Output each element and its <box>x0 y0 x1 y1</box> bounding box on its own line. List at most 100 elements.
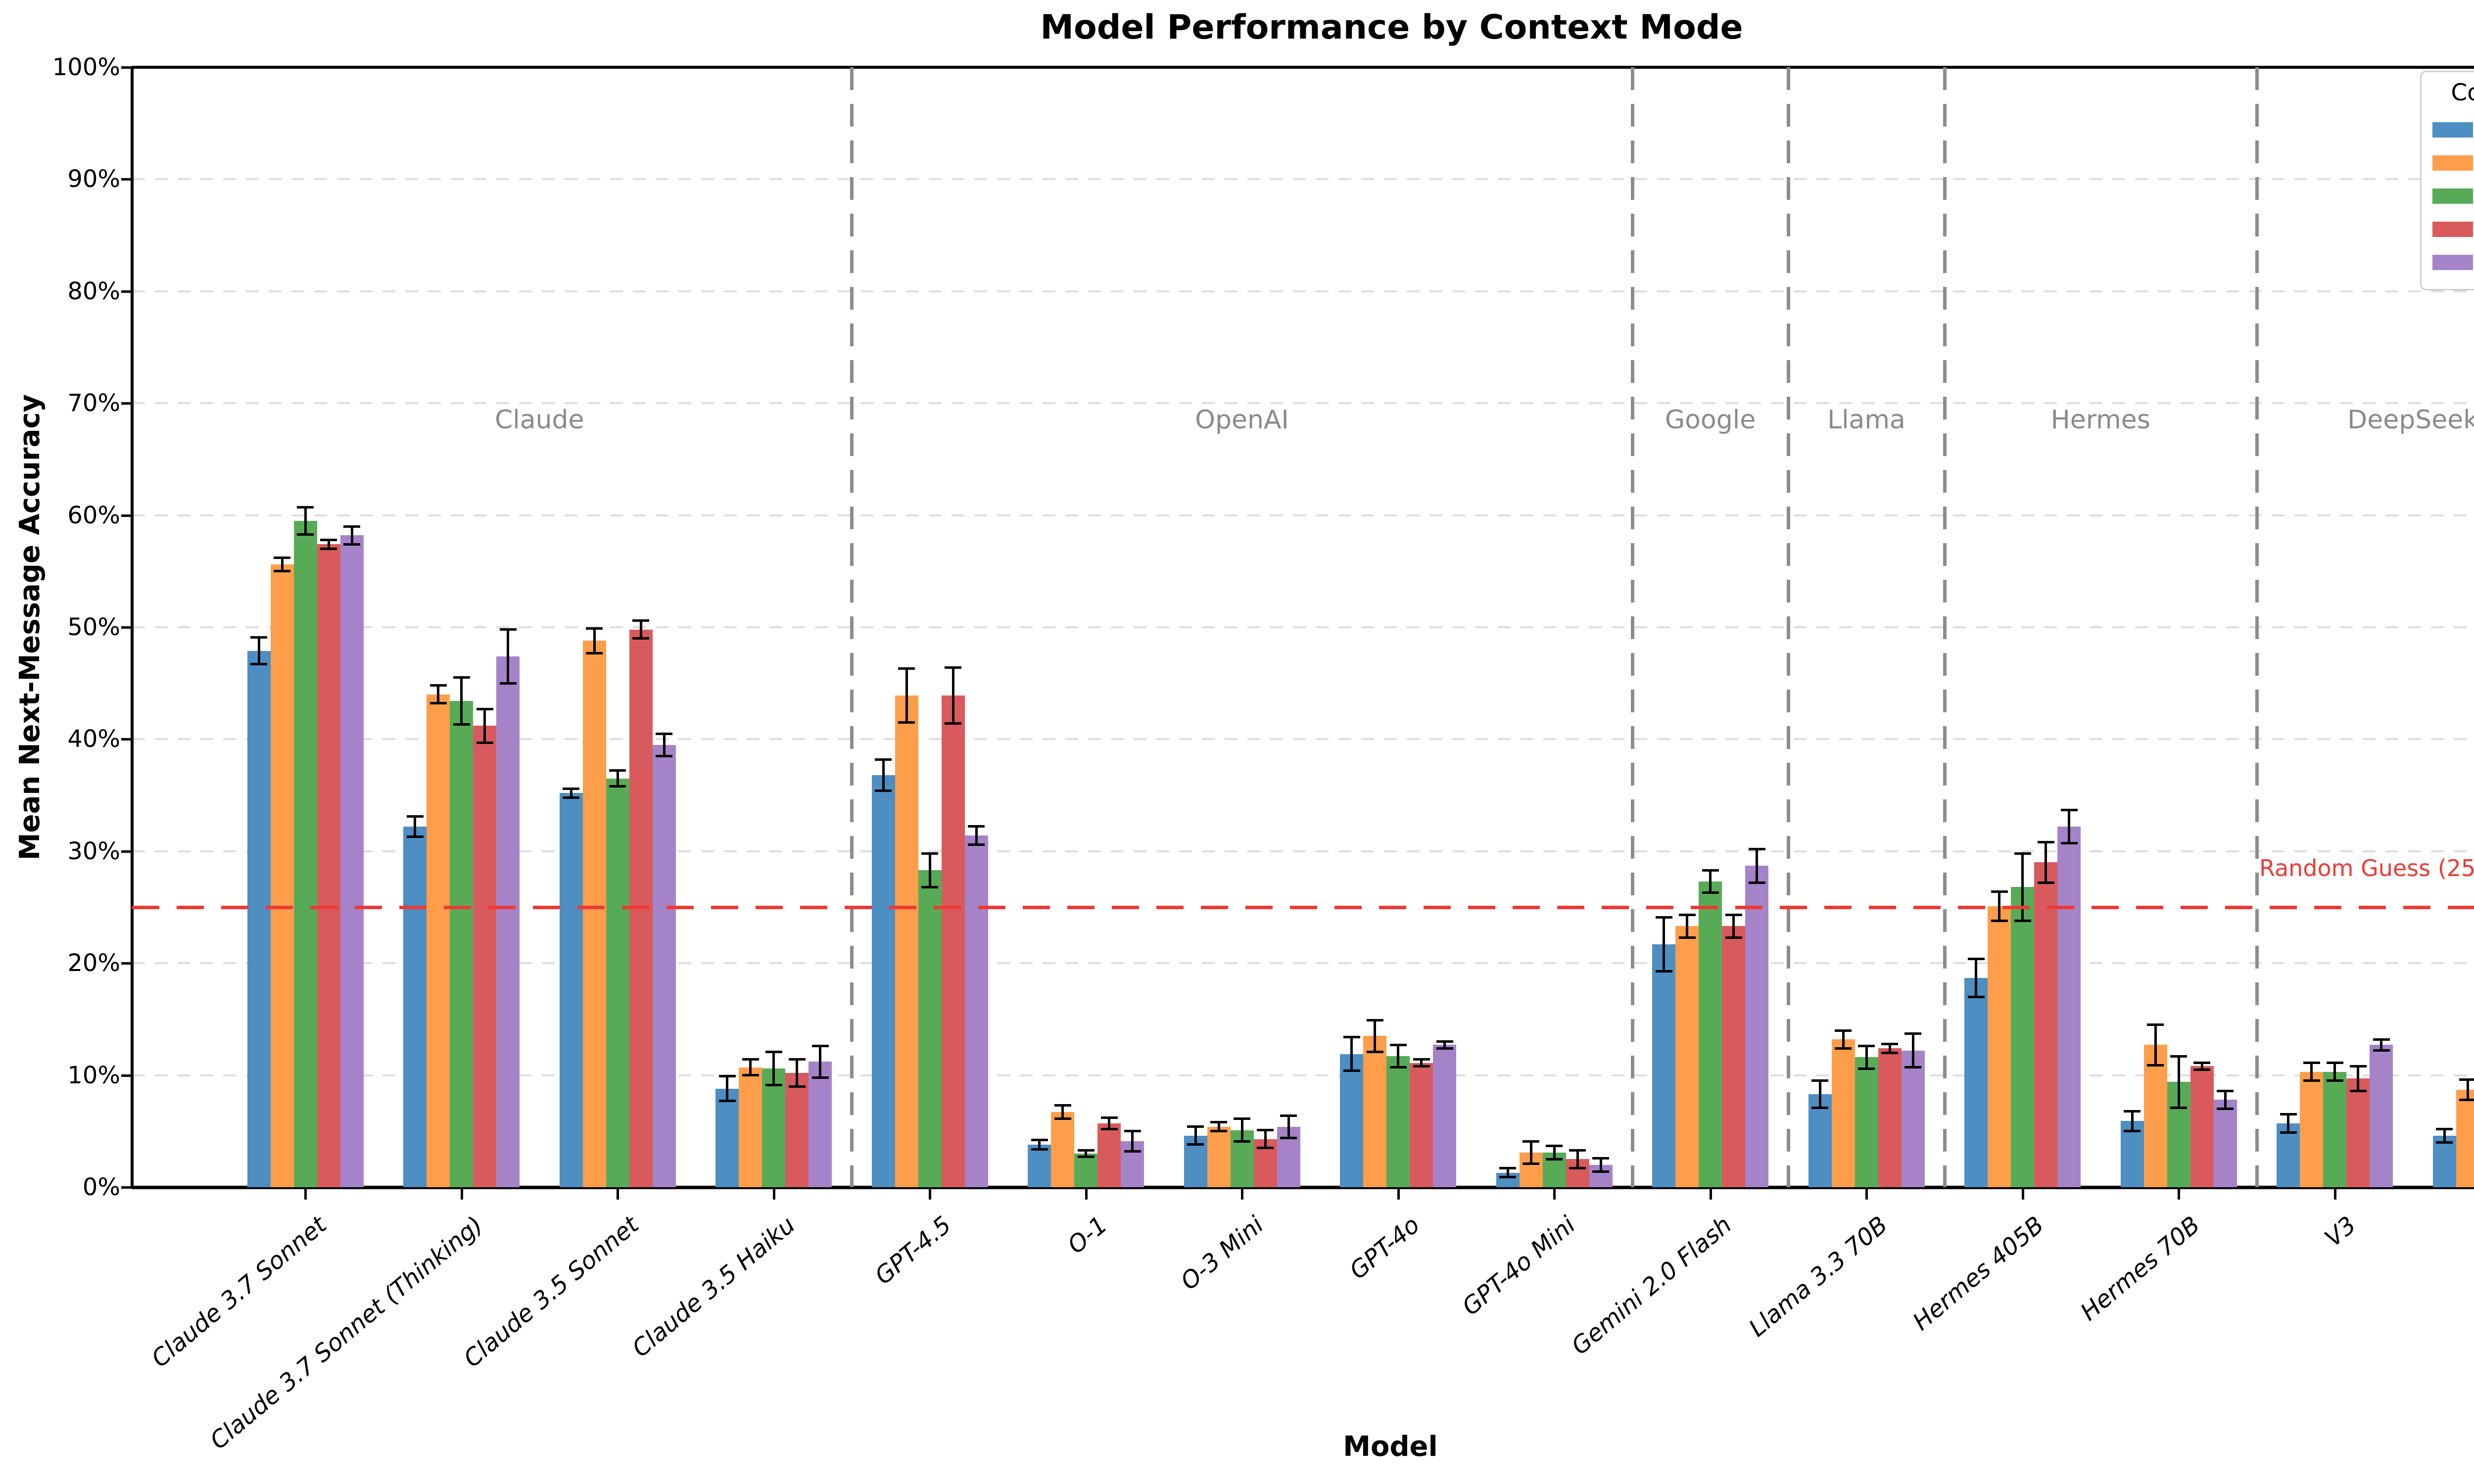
error-bar-cap <box>1366 1019 1383 1022</box>
error-bar-cap <box>2217 1108 2234 1111</box>
error-bar-line <box>2200 1063 2203 1070</box>
error-bar-line <box>593 628 596 653</box>
error-bar-line <box>639 620 642 639</box>
error-bar-cap <box>656 732 672 735</box>
bar <box>739 1067 762 1187</box>
gridline <box>132 290 2474 292</box>
x-tick-mark <box>2333 1187 2336 1200</box>
error-bar-line <box>1108 1117 1110 1129</box>
error-bar-cap <box>453 723 470 726</box>
error-bar-cap <box>1054 1117 1071 1120</box>
error-bar-line <box>1194 1126 1197 1145</box>
error-bar-cap <box>1413 1058 1430 1061</box>
error-bar-cap <box>1413 1065 1430 1067</box>
error-bar-line <box>1264 1130 1267 1148</box>
bar <box>1410 1063 1433 1187</box>
error-bar-line <box>2021 853 2024 921</box>
bar <box>715 1088 739 1187</box>
y-tick-mark <box>121 738 132 741</box>
error-bar-line <box>952 667 954 724</box>
error-bar-cap <box>274 556 290 559</box>
error-bar-cap <box>718 1100 736 1103</box>
y-tick-label: 90% <box>67 165 120 193</box>
error-bar-line <box>1888 1044 1891 1053</box>
error-bar-cap <box>1187 1143 1204 1146</box>
y-tick-label: 30% <box>67 837 120 865</box>
error-bar-cap <box>1748 881 1765 884</box>
error-bar-cap <box>563 787 579 790</box>
error-bar-cap <box>1702 869 1719 872</box>
error-bar-line <box>1686 915 1688 938</box>
error-bar-cap <box>1546 1144 1563 1147</box>
error-bar-line <box>2287 1114 2289 1133</box>
error-bar-cap <box>1187 1125 1204 1128</box>
bar <box>2277 1123 2300 1187</box>
bar <box>1808 1094 1832 1187</box>
y-tick-mark <box>121 626 132 629</box>
error-bar-cap <box>1835 1029 1852 1032</box>
x-tick-label: Hermes 405B <box>1907 1211 2049 1336</box>
error-bar-line <box>1975 959 1977 997</box>
y-tick-mark <box>121 290 132 293</box>
error-bar-cap <box>2170 1106 2187 1109</box>
error-bar-cap <box>1702 891 1719 894</box>
bar <box>2190 1066 2214 1187</box>
error-bar-line <box>2310 1063 2313 1081</box>
legend-swatch <box>2432 188 2473 204</box>
error-bar-cap <box>2193 1062 2210 1065</box>
error-bar-cap <box>811 1045 829 1048</box>
bar <box>1207 1126 1231 1187</box>
y-tick-mark <box>121 178 132 181</box>
legend-swatch <box>2432 122 2473 138</box>
bar <box>1051 1112 1074 1187</box>
error-bar-line <box>819 1046 821 1078</box>
x-tick-mark <box>1397 1187 1400 1200</box>
error-bar-line <box>1038 1140 1041 1150</box>
bar <box>1675 926 1699 1187</box>
error-bar-line <box>1842 1030 1845 1049</box>
bar <box>2370 1045 2393 1187</box>
error-bar-line <box>2045 842 2047 883</box>
error-bar-cap <box>1124 1150 1141 1153</box>
error-bar-cap <box>632 619 649 622</box>
error-bar-cap <box>1280 1114 1297 1117</box>
error-bar-line <box>905 668 908 723</box>
bar <box>1988 906 2011 1187</box>
error-bar-cap <box>1725 936 1742 939</box>
x-tick-label: Claude 3.7 Sonnet <box>146 1211 332 1373</box>
error-bar-cap <box>1967 957 1985 960</box>
error-bar-cap <box>1366 1050 1383 1053</box>
error-bar-cap <box>2124 1130 2141 1133</box>
error-bar-cap <box>1436 1040 1453 1043</box>
legend-swatch <box>2432 155 2473 171</box>
legend-item: No Context <box>2432 113 2474 146</box>
error-bar-line <box>350 526 353 545</box>
error-bar-cap <box>2170 1055 2187 1058</box>
error-bar-cap <box>1858 1067 1875 1070</box>
bar <box>1074 1154 1097 1187</box>
error-bar-cap <box>274 570 290 573</box>
legend-item: 100 Summary <box>2432 246 2474 279</box>
bar <box>270 564 294 1187</box>
error-bar-cap <box>343 525 360 528</box>
error-bar-line <box>616 770 619 787</box>
error-bar-cap <box>297 506 314 509</box>
error-bar-line <box>1732 915 1735 938</box>
y-tick-label: 40% <box>67 725 120 753</box>
x-tick-label: O-1 <box>1062 1211 1113 1259</box>
error-bar-line <box>1911 1033 1914 1067</box>
error-bar-line <box>1529 1141 1532 1164</box>
error-bar-cap <box>1811 1079 1828 1082</box>
error-bar-cap <box>320 538 337 541</box>
y-tick-mark <box>121 1186 132 1189</box>
gridline <box>132 626 2474 628</box>
bar <box>1699 881 1722 1187</box>
error-bar-cap <box>1835 1047 1852 1050</box>
error-bar-line <box>1506 1168 1509 1177</box>
error-bar-cap <box>1811 1106 1828 1109</box>
bar <box>2143 1045 2167 1187</box>
bar <box>1745 866 1768 1187</box>
gridline <box>132 402 2474 405</box>
legend-title: Context Mode <box>2451 79 2474 106</box>
error-bar-cap <box>788 1085 806 1088</box>
